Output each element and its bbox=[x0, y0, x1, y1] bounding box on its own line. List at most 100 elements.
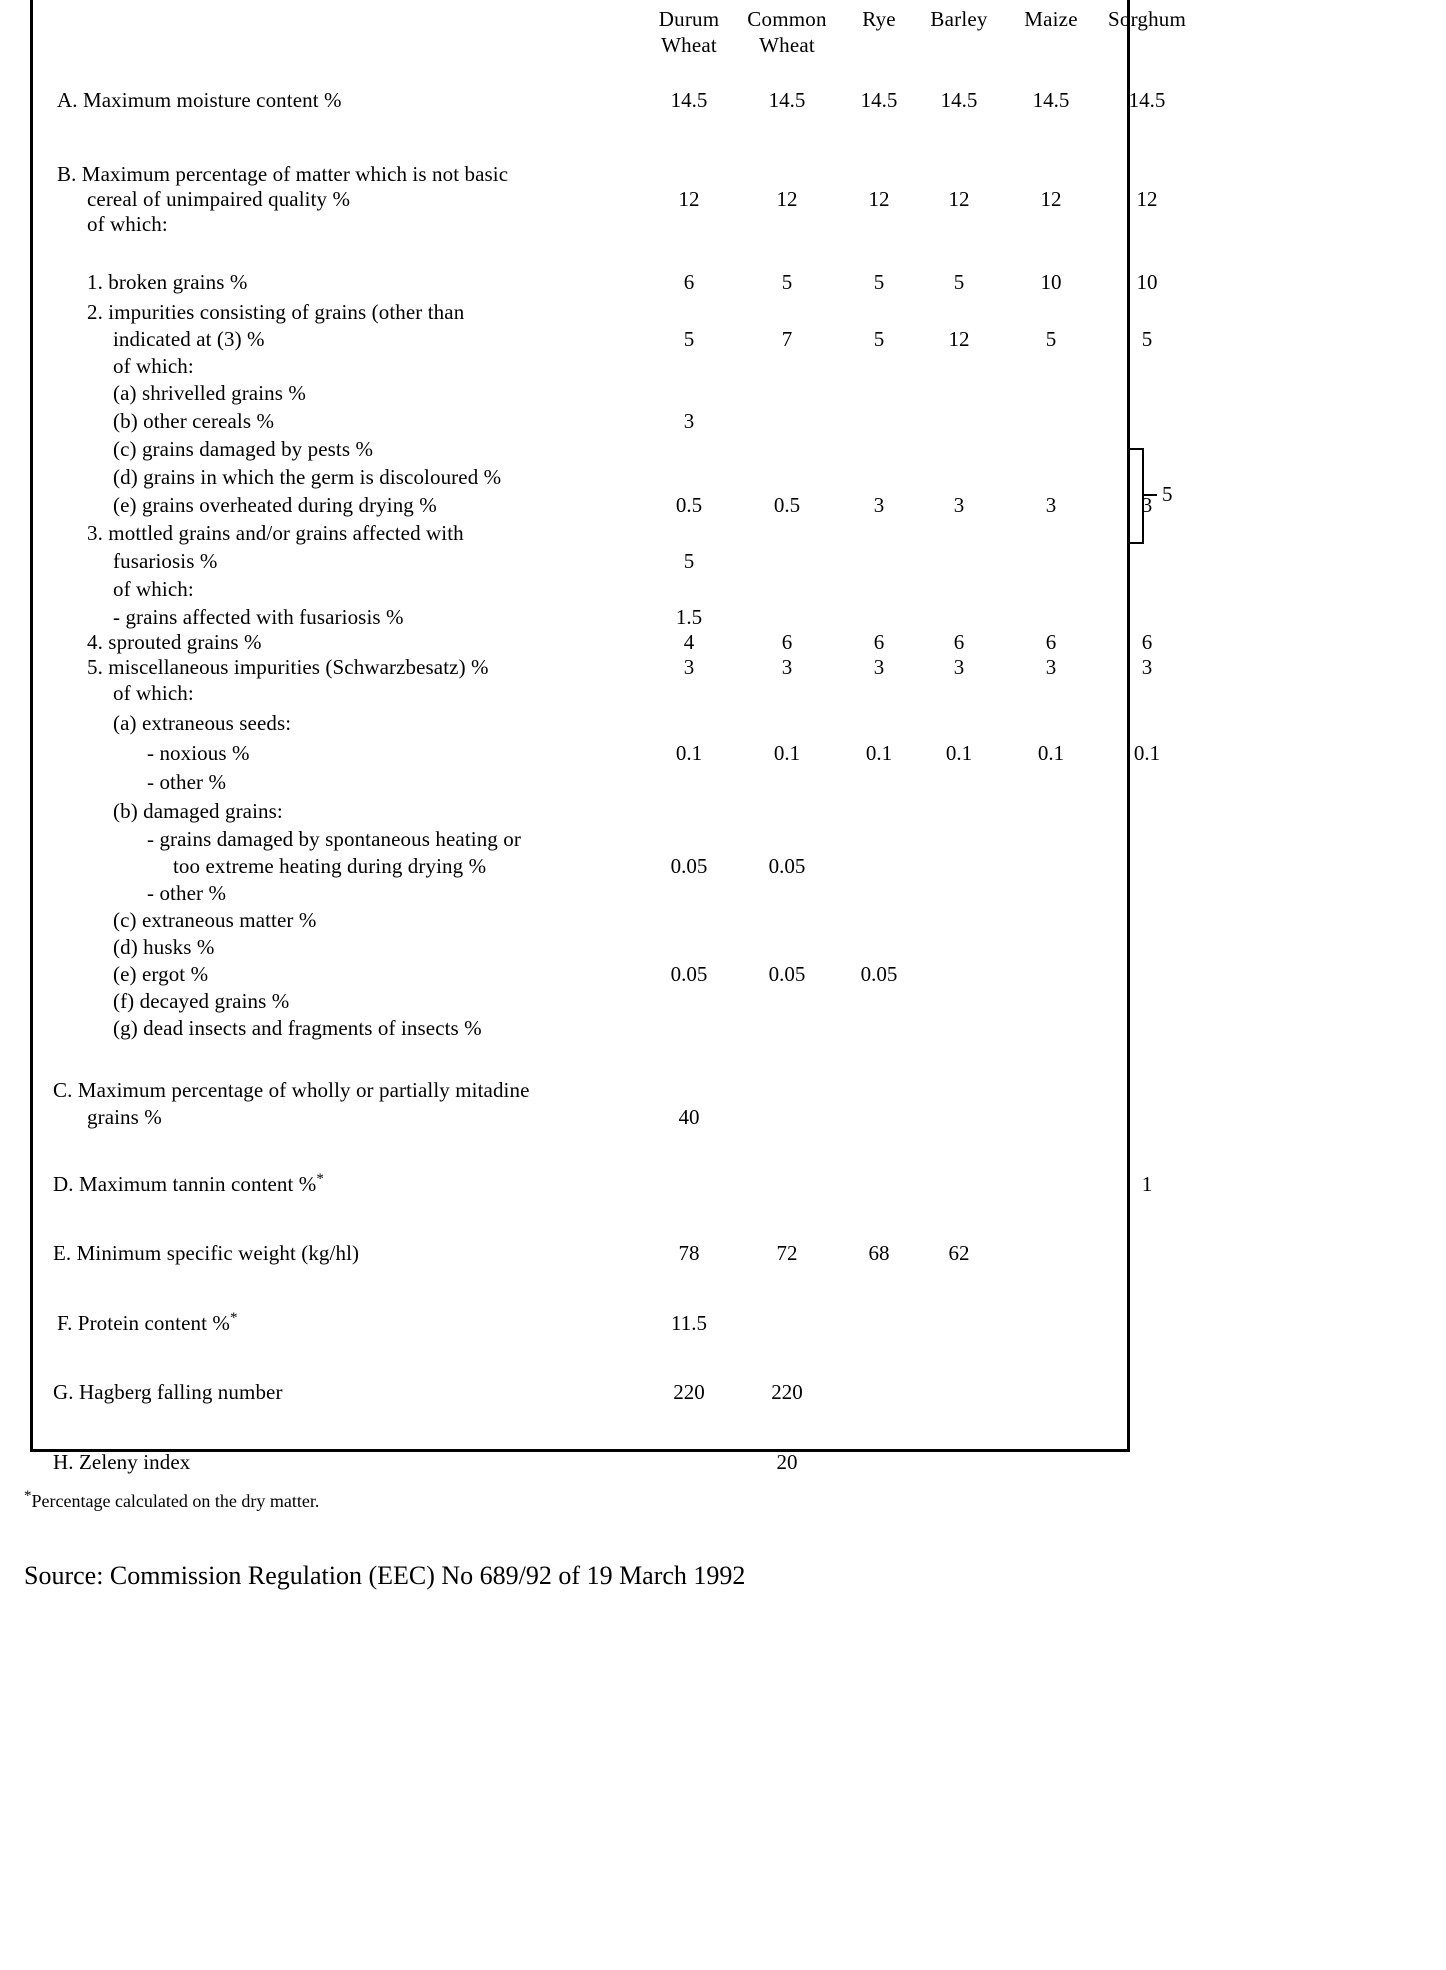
cell-B-line2-3: 12 bbox=[948, 187, 970, 211]
cell-B1-0: 6 bbox=[683, 270, 695, 294]
column-header-2: Rye bbox=[862, 7, 896, 31]
cell-B2e-0: 0.5 bbox=[675, 493, 703, 517]
row-label-text: F. Protein content % bbox=[57, 1311, 230, 1335]
column-header-0: Durum Wheat bbox=[658, 7, 720, 57]
row-label-text: (d) husks % bbox=[113, 935, 215, 959]
cell-B5e-0: 0.05 bbox=[670, 962, 708, 986]
column-header-3: Barley bbox=[930, 7, 988, 31]
cell-B2e-5: 3 bbox=[1141, 493, 1153, 517]
cell-B3-dash-0: 1.5 bbox=[675, 605, 703, 629]
row-label-text: (f) decayed grains % bbox=[113, 989, 290, 1013]
cell-B5e-2: 0.05 bbox=[860, 962, 898, 986]
grouped-value-bracket: 5 bbox=[1128, 448, 1248, 548]
row-label-text: (e) grains overheated during drying % bbox=[113, 493, 437, 517]
row-label-G: G. Hagberg falling number bbox=[53, 1380, 283, 1405]
row-label-B5d: (d) husks % bbox=[113, 935, 214, 960]
cell-E-3: 62 bbox=[948, 1241, 970, 1265]
row-label-text: cereal of unimpaired quality % bbox=[87, 187, 351, 211]
cell-B5-2: 3 bbox=[873, 655, 885, 679]
row-label-text: (b) other cereals % bbox=[113, 409, 275, 433]
row-label-text: C. Maximum percentage of wholly or parti… bbox=[53, 1078, 530, 1102]
row-label-B2e: (e) grains overheated during drying % bbox=[113, 493, 437, 518]
cell-A-3: 14.5 bbox=[940, 88, 978, 112]
cell-A-0: 14.5 bbox=[670, 88, 708, 112]
cell-B2-line2-4: 5 bbox=[1045, 327, 1057, 351]
row-label-B2a: (a) shrivelled grains % bbox=[113, 381, 306, 406]
cell-B4-1: 6 bbox=[781, 630, 793, 654]
cell-B2-line2-5: 5 bbox=[1141, 327, 1153, 351]
row-label-text: indicated at (3) % bbox=[113, 327, 265, 351]
row-label-text: E. Minimum specific weight (kg/hl) bbox=[53, 1241, 360, 1265]
cell-B5-5: 3 bbox=[1141, 655, 1153, 679]
row-label-text: - grains affected with fusariosis % bbox=[113, 605, 404, 629]
row-label-B5b: (b) damaged grains: bbox=[113, 799, 283, 824]
row-label-B5e: (e) ergot % bbox=[113, 962, 208, 987]
row-label-B5a-other: - other % bbox=[147, 770, 226, 795]
cell-B5-4: 3 bbox=[1045, 655, 1057, 679]
row-label-text: of which: bbox=[113, 354, 194, 378]
row-label-C: C. Maximum percentage of wholly or parti… bbox=[53, 1078, 530, 1103]
row-label-text: of which: bbox=[113, 577, 194, 601]
row-label-text: - other % bbox=[147, 881, 227, 905]
row-label-text: 4. sprouted grains % bbox=[87, 630, 262, 654]
cell-H-1: 20 bbox=[776, 1450, 798, 1474]
cell-B1-4: 10 bbox=[1040, 270, 1062, 294]
cell-E-1: 72 bbox=[776, 1241, 798, 1265]
row-label-B-ofwhich: of which: bbox=[87, 212, 168, 237]
row-label-text: fusariosis % bbox=[113, 549, 218, 573]
cell-B5a-noxious-3: 0.1 bbox=[945, 741, 973, 765]
row-label-text: too extreme heating during drying % bbox=[173, 854, 487, 878]
cell-B2e-4: 3 bbox=[1045, 493, 1057, 517]
cell-B2-line2-2: 5 bbox=[873, 327, 885, 351]
cell-B4-4: 6 bbox=[1045, 630, 1057, 654]
cell-B3-line2-0: 5 bbox=[683, 549, 695, 573]
row-label-text: 2. impurities consisting of grains (othe… bbox=[87, 300, 465, 324]
bracket-nub bbox=[1143, 494, 1157, 496]
cell-A-1: 14.5 bbox=[768, 88, 806, 112]
footnote: *Percentage calculated on the dry matter… bbox=[24, 1488, 320, 1512]
column-header-1: Common Wheat bbox=[747, 7, 827, 57]
row-label-text: - noxious % bbox=[147, 741, 250, 765]
cell-F-0: 11.5 bbox=[671, 1311, 707, 1335]
bracket-shape bbox=[1128, 448, 1144, 544]
row-label-B2d: (d) grains in which the germ is discolou… bbox=[113, 465, 501, 490]
cell-B4-3: 6 bbox=[953, 630, 965, 654]
row-label-B5a-noxious: - noxious % bbox=[147, 741, 250, 766]
row-label-text: (g) dead insects and fragments of insect… bbox=[113, 1016, 482, 1040]
cell-D-5: 1 bbox=[1141, 1172, 1153, 1196]
cell-B4-2: 6 bbox=[873, 630, 885, 654]
footnote-ref-icon: * bbox=[229, 1310, 238, 1326]
row-label-text: (a) extraneous seeds: bbox=[113, 711, 292, 735]
cell-B2e-2: 3 bbox=[873, 493, 885, 517]
row-label-D: D. Maximum tannin content %* bbox=[53, 1172, 324, 1197]
cell-B1-5: 10 bbox=[1136, 270, 1158, 294]
row-label-B3-ofwhich: of which: bbox=[113, 577, 194, 602]
row-label-B5b-other: - other % bbox=[147, 881, 226, 906]
cell-B2e-1: 0.5 bbox=[773, 493, 801, 517]
cell-E-2: 68 bbox=[868, 1241, 890, 1265]
row-label-text: 3. mottled grains and/or grains affected… bbox=[87, 521, 464, 545]
cell-B5a-noxious-1: 0.1 bbox=[773, 741, 801, 765]
cell-B-line2-0: 12 bbox=[678, 187, 700, 211]
row-label-text: (e) ergot % bbox=[113, 962, 209, 986]
row-label-text: of which: bbox=[87, 212, 168, 236]
row-label-text: - grains damaged by spontaneous heating … bbox=[147, 827, 521, 851]
row-label-B5f: (f) decayed grains % bbox=[113, 989, 289, 1014]
row-label-C-line2: grains % bbox=[87, 1105, 162, 1130]
row-label-B2: 2. impurities consisting of grains (othe… bbox=[87, 300, 464, 325]
cell-B4-0: 4 bbox=[683, 630, 695, 654]
row-label-B5b-line2: too extreme heating during drying % bbox=[173, 854, 486, 879]
footnote-marker: * bbox=[24, 1488, 32, 1504]
row-label-B2-ofwhich: of which: bbox=[113, 354, 194, 379]
cell-B5a-noxious-0: 0.1 bbox=[675, 741, 703, 765]
row-label-A: A. Maximum moisture content % bbox=[57, 88, 342, 113]
row-label-E: E. Minimum specific weight (kg/hl) bbox=[53, 1241, 359, 1266]
cell-B5a-noxious-2: 0.1 bbox=[865, 741, 893, 765]
footnote-text: Percentage calculated on the dry matter. bbox=[31, 1491, 320, 1511]
table-column-headers: Durum Wheat Common Wheat Rye Barley Maize Sor… bbox=[33, 6, 1186, 64]
cell-B4-5: 6 bbox=[1141, 630, 1153, 654]
cell-B2-line2-0: 5 bbox=[683, 327, 695, 351]
row-label-B5-ofwhich: of which: bbox=[113, 681, 194, 706]
row-label-B2b: (b) other cereals % bbox=[113, 409, 274, 434]
